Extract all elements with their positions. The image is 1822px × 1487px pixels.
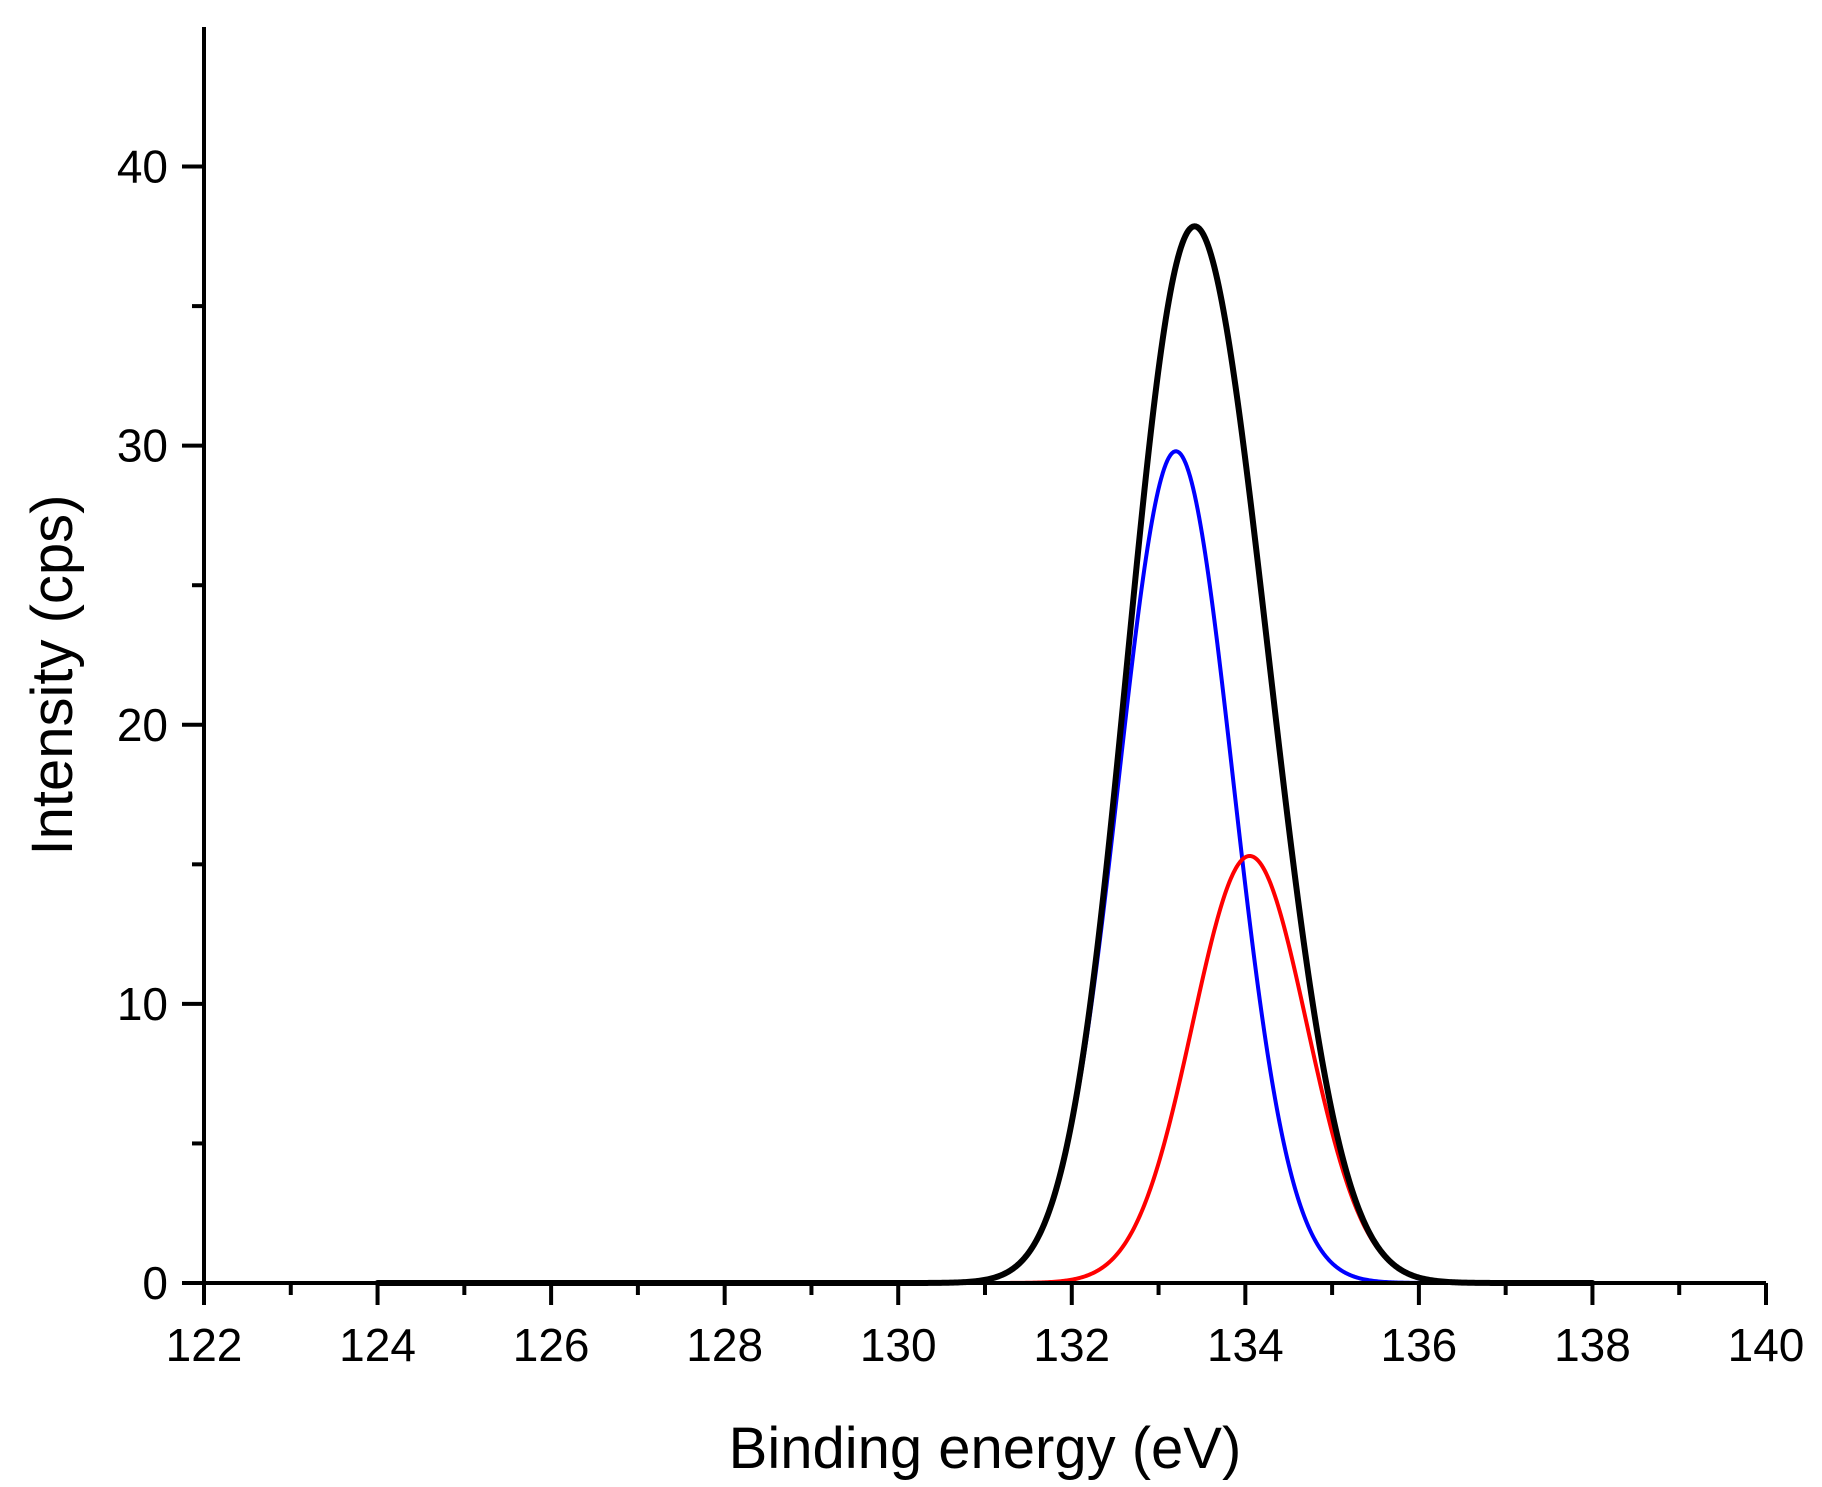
x-tick-label: 140	[1728, 1319, 1805, 1371]
y-tick-label: 10	[117, 978, 168, 1030]
y-tick-label: 0	[142, 1257, 168, 1309]
series-layer	[374, 223, 1596, 1286]
x-tick-label: 136	[1381, 1319, 1458, 1371]
x-tick-label: 138	[1554, 1319, 1631, 1371]
axes-layer	[202, 27, 1766, 1285]
series-line-component-2	[375, 853, 1595, 1285]
x-tick-label: 124	[339, 1319, 416, 1371]
x-tick-label: 122	[166, 1319, 243, 1371]
y-tick-label: 30	[117, 420, 168, 472]
series-line-envelope	[374, 223, 1596, 1286]
x-tick-label: 132	[1033, 1319, 1110, 1371]
x-tick-label: 126	[513, 1319, 590, 1371]
ticks-layer: 122 124 126 128 130 132 134 136 138 140 0 10 20 30 40	[117, 141, 1805, 1371]
x-axis-label: Binding energy (eV)	[729, 1416, 1242, 1481]
y-tick-label: 20	[117, 699, 168, 751]
x-tick-label: 128	[686, 1319, 763, 1371]
y-axis-label: Intensity (cps)	[20, 495, 85, 856]
x-tick-label: 134	[1207, 1319, 1284, 1371]
series-line-component-1	[375, 449, 1595, 1285]
y-tick-label: 40	[117, 141, 168, 193]
x-tick-label: 130	[860, 1319, 937, 1371]
